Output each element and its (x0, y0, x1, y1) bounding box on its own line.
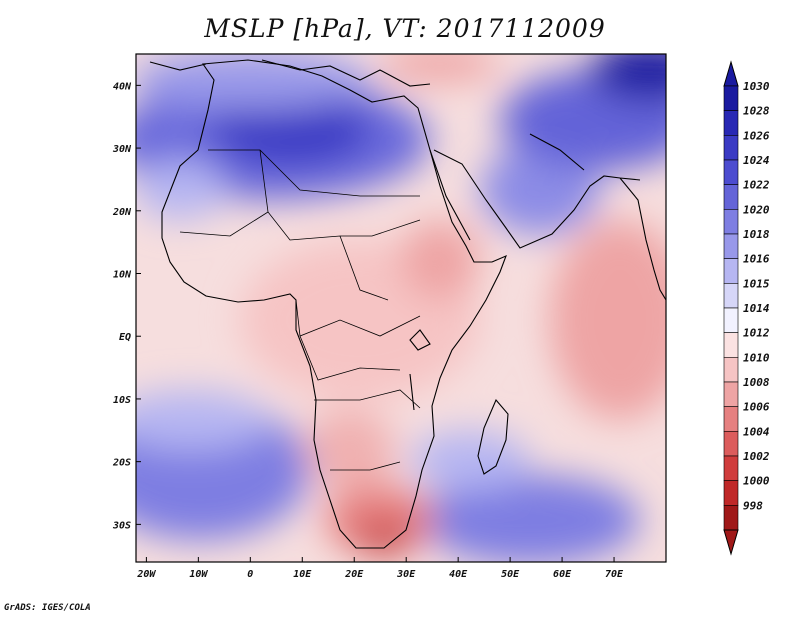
high-mediterranean-shape (136, 54, 370, 110)
africa-coastline (161, 59, 507, 549)
colorbar-label: 1008 (743, 376, 770, 389)
persian-gulf (529, 133, 585, 171)
lon-tick-label: 40E (449, 569, 468, 580)
coastlines (149, 59, 666, 549)
colorbar-swatch (723, 233, 739, 259)
high-sahara-west-shape (136, 160, 225, 220)
colorbar-min-arrow (723, 529, 739, 556)
lat-tick-label: 20S (112, 458, 131, 469)
lat-tick-label: EQ (119, 332, 131, 343)
plot-frame (135, 53, 667, 563)
arabia-coastline (433, 149, 641, 249)
lon-tick-label: 20E (344, 569, 364, 580)
colorbar-swatch (723, 480, 739, 506)
colorbar-label: 1016 (743, 253, 770, 266)
high-madagascar-shape (410, 430, 530, 490)
colorbar-label: 1006 (743, 401, 770, 414)
lon-tick-label: 0 (247, 569, 253, 580)
low-arabian-sea-shape (550, 220, 666, 420)
lat-axis: 40N 30N 20N 10N EQ 10S 20S 30S (112, 81, 141, 531)
colorbar-swatch (723, 332, 739, 358)
colorbar-swatch (723, 184, 739, 210)
lon-tick-label: 60E (553, 569, 572, 580)
low-turkey-shape (380, 54, 500, 82)
colorbar-label: 1014 (743, 302, 770, 315)
low-south-africa-core-shape (357, 526, 413, 554)
colorbar-label: 998 (743, 499, 763, 512)
europe-south-coast (149, 59, 431, 87)
colorbar-swatch (723, 505, 739, 531)
colorbar-label: 1012 (743, 327, 770, 340)
colorbar-swatch (723, 135, 739, 161)
lat-tick-label: 10S (113, 395, 131, 406)
page-title: MSLP [hPa], VT: 2017112009 (204, 14, 606, 43)
lon-tick-label: 50E (501, 569, 520, 580)
colorbar: 1030 1028 1026 1024 1022 1020 1018 1016 1015 1014… (723, 60, 770, 556)
great-lakes (409, 329, 431, 411)
high-south-indian-shape (420, 475, 640, 562)
colorbar-swatch (723, 209, 739, 235)
footer-credit: GrADS: IGES/COLA (4, 603, 91, 613)
colorbar-label: 1028 (743, 105, 770, 118)
colorbar-swatch (723, 85, 739, 111)
pressure-field (136, 54, 666, 562)
country-borders (179, 149, 421, 471)
lat-tick-label: 30S (112, 520, 131, 531)
colorbar-label: 1026 (743, 129, 770, 142)
lon-tick-label: 10E (293, 569, 312, 580)
colorbar-swatch (723, 258, 739, 284)
colorbar-label: 1022 (743, 179, 770, 192)
low-namibia-shape (305, 410, 395, 490)
colorbar-swatch (723, 283, 739, 309)
colorbar-swatch (723, 381, 739, 407)
high-ne-corner-shape (590, 54, 666, 100)
colorbar-swatch (723, 431, 739, 457)
lon-tick-label: 20W (136, 569, 156, 580)
colorbar-label: 1002 (743, 450, 770, 463)
high-north-core-shape (210, 95, 370, 165)
low-ethiopia-shape (400, 220, 480, 300)
colorbar-label: 1000 (743, 475, 770, 488)
lat-tick-label: 30N (112, 144, 132, 155)
lat-tick-label: 20N (112, 207, 132, 218)
colorbar-swatch (723, 357, 739, 383)
colorbar-label: 1015 (743, 277, 770, 290)
lon-axis: 20W 10W 0 10E 20E 30E 40E 50E 60E 70E (136, 557, 624, 580)
colorbar-label: 1018 (743, 228, 770, 241)
colorbar-swatch (723, 110, 739, 136)
colorbar-label: 1030 (743, 80, 770, 93)
colorbar-label: 1010 (743, 351, 770, 364)
colorbar-label: 1024 (743, 154, 770, 167)
lon-tick-label: 70E (605, 569, 624, 580)
red-sea-west (429, 149, 471, 241)
colorbar-max-arrow (723, 60, 739, 87)
lon-tick-label: 30E (396, 569, 416, 580)
high-south-atlantic-outer-shape (136, 390, 270, 450)
colorbar-label: 1020 (743, 203, 770, 216)
colorbar-label: 1004 (743, 425, 770, 438)
madagascar (477, 398, 509, 475)
lat-tick-label: 40N (113, 81, 132, 92)
lon-tick-label: 10W (189, 569, 208, 580)
lat-tick-label: 10N (113, 270, 132, 281)
india-coastline (619, 177, 666, 301)
colorbar-swatch (723, 455, 739, 481)
colorbar-swatch (723, 406, 739, 432)
colorbar-swatch (723, 159, 739, 185)
colorbar-swatch (723, 307, 739, 333)
